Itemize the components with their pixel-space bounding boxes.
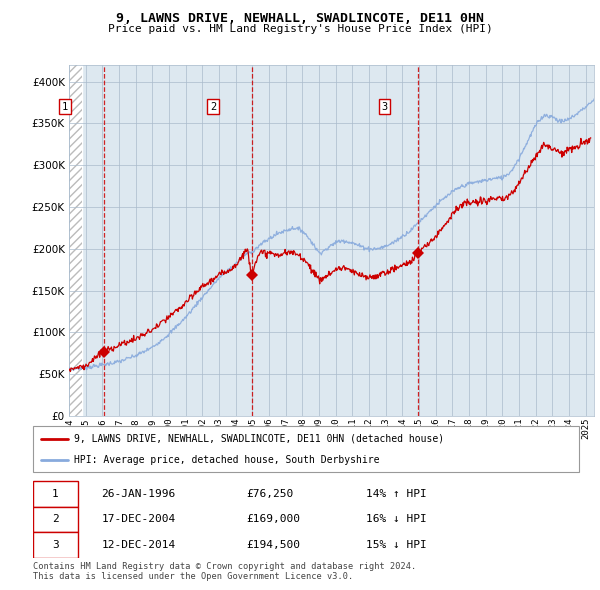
FancyBboxPatch shape [33, 481, 78, 507]
Text: 1: 1 [52, 489, 59, 499]
Text: 2: 2 [210, 101, 216, 112]
Text: 3: 3 [382, 101, 388, 112]
Text: 9, LAWNS DRIVE, NEWHALL, SWADLINCOTE, DE11 0HN: 9, LAWNS DRIVE, NEWHALL, SWADLINCOTE, DE… [116, 12, 484, 25]
Text: 12-DEC-2014: 12-DEC-2014 [101, 540, 176, 550]
FancyBboxPatch shape [33, 507, 78, 532]
Text: 1: 1 [62, 101, 68, 112]
Text: 9, LAWNS DRIVE, NEWHALL, SWADLINCOTE, DE11 0HN (detached house): 9, LAWNS DRIVE, NEWHALL, SWADLINCOTE, DE… [74, 434, 444, 444]
Text: 26-JAN-1996: 26-JAN-1996 [101, 489, 176, 499]
Bar [69, 65, 82, 416]
FancyBboxPatch shape [33, 426, 579, 472]
Text: 16% ↓ HPI: 16% ↓ HPI [366, 514, 427, 525]
Text: £76,250: £76,250 [246, 489, 293, 499]
FancyBboxPatch shape [33, 532, 78, 558]
Text: Price paid vs. HM Land Registry's House Price Index (HPI): Price paid vs. HM Land Registry's House … [107, 24, 493, 34]
Text: £169,000: £169,000 [246, 514, 300, 525]
Text: 3: 3 [52, 540, 59, 550]
Text: Contains HM Land Registry data © Crown copyright and database right 2024.
This d: Contains HM Land Registry data © Crown c… [33, 562, 416, 581]
Text: 2: 2 [52, 514, 59, 525]
Text: £194,500: £194,500 [246, 540, 300, 550]
Text: HPI: Average price, detached house, South Derbyshire: HPI: Average price, detached house, Sout… [74, 455, 379, 466]
Text: 17-DEC-2004: 17-DEC-2004 [101, 514, 176, 525]
Text: 14% ↑ HPI: 14% ↑ HPI [366, 489, 427, 499]
Text: 15% ↓ HPI: 15% ↓ HPI [366, 540, 427, 550]
Bar [69, 65, 82, 416]
